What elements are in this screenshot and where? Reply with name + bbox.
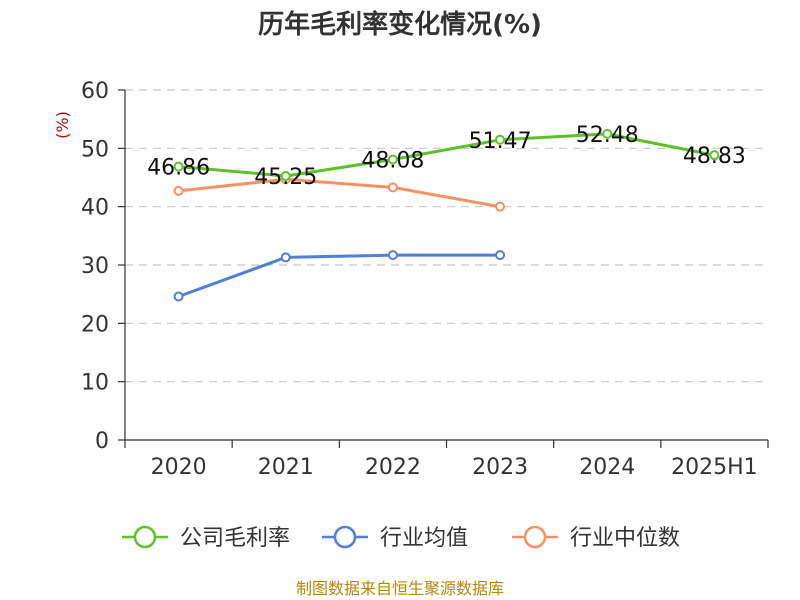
legend-label-2: 行业中位数	[570, 526, 680, 551]
data-labels: 46.86 45.25 48.08 51.47 52.48 48.83	[147, 123, 746, 190]
x-tick-label-2022: 2022	[365, 455, 421, 480]
data-point-0-5	[709, 150, 720, 161]
series-line-2	[177, 177, 502, 209]
data-point-0-2	[387, 154, 398, 165]
series-line-1	[177, 253, 502, 298]
y-tick-label-20: 20	[81, 312, 109, 337]
y-axis-unit-label: (%)	[53, 111, 72, 139]
x-tick-label-2023: 2023	[472, 455, 528, 480]
legend: 公司毛利率 行业均值 行业中位数	[122, 525, 680, 551]
y-tick-label-30: 30	[81, 254, 109, 279]
y-tick-label-40: 40	[81, 196, 109, 221]
x-tick-label-2020: 2020	[151, 455, 207, 480]
data-point-1-2	[387, 250, 398, 261]
data-label-0-0: 46.86	[147, 156, 210, 181]
legend-marker-0	[133, 525, 157, 549]
data-point-2-0	[173, 185, 184, 196]
data-point-1-3	[495, 250, 506, 261]
series-lines	[173, 128, 720, 302]
data-label-0-4: 52.48	[576, 123, 639, 148]
data-point-0-0	[173, 161, 184, 172]
x-tick-label-2024: 2024	[579, 455, 635, 480]
data-point-2-2	[387, 182, 398, 193]
y-tick-label-10: 10	[81, 371, 109, 396]
x-tick-label-2021: 2021	[258, 455, 314, 480]
data-source-note: 制图数据来自恒生聚源数据库	[296, 579, 504, 598]
y-tick-label-0: 0	[95, 429, 109, 454]
data-point-1-1	[280, 252, 291, 263]
data-label-0-5: 48.83	[683, 144, 746, 169]
legend-label-1: 行业均值	[380, 526, 468, 551]
axes: 0 10 20 30 40 50 60 2020 2021 2022 2023 2024 2025H1	[81, 79, 769, 480]
grid-lines	[125, 89, 768, 383]
data-point-2-3	[495, 201, 506, 212]
data-label-0-3: 51.47	[469, 129, 532, 154]
data-label-0-1: 45.25	[254, 165, 317, 190]
data-point-0-4	[602, 128, 613, 139]
legend-label-0: 公司毛利率	[180, 526, 290, 551]
y-tick-label-50: 50	[81, 137, 109, 162]
legend-marker-2	[523, 525, 547, 549]
x-tick-label-2025H1: 2025H1	[671, 455, 758, 480]
data-point-1-0	[173, 291, 184, 302]
legend-marker-1	[333, 525, 357, 549]
y-tick-label-60: 60	[81, 79, 109, 104]
data-point-0-3	[495, 134, 506, 145]
data-point-0-1	[280, 171, 291, 182]
data-label-0-2: 48.08	[361, 149, 424, 174]
chart-title: 历年毛利率变化情况(%)	[258, 9, 542, 40]
series-line-0	[177, 132, 716, 178]
